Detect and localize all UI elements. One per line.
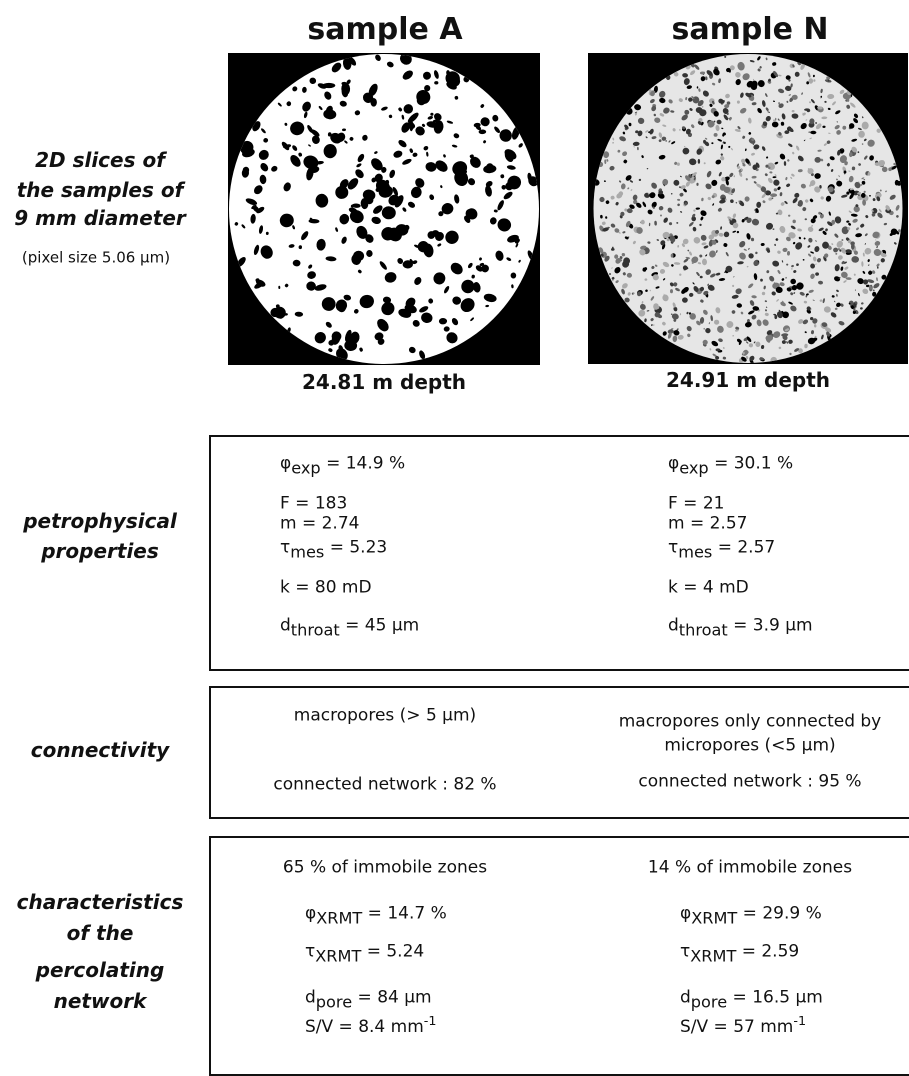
network-property-value: = 5.24 <box>361 942 424 962</box>
network-property: τXRMT = 2.59 <box>680 944 799 965</box>
property: φexp = 14.9 % <box>280 456 405 477</box>
property-value: = 5.23 <box>324 538 387 558</box>
network-property: 65 % of immobile zones <box>283 860 487 877</box>
property-subscript: exp <box>679 458 708 477</box>
network-property-symbol: φ <box>305 904 316 924</box>
network-property-value: = 14.7 % <box>362 904 446 924</box>
network-property-superscript: -1 <box>793 1014 806 1029</box>
network-property: dpore = 84 μm <box>305 990 432 1011</box>
network-property: τXRMT = 5.24 <box>305 944 424 965</box>
property: k = 4 mD <box>668 580 749 597</box>
depth-label: 24.81 m depth <box>302 372 466 392</box>
property-symbol: d <box>280 616 291 636</box>
row-label: network <box>54 991 147 1011</box>
network-property: φXRMT = 29.9 % <box>680 906 822 927</box>
property: F = 21 <box>668 496 724 513</box>
property-value: = 14.9 % <box>321 454 405 474</box>
pore <box>809 78 814 83</box>
row-label: the samples of <box>17 180 184 200</box>
property: dthroat = 3.9 μm <box>668 618 813 639</box>
depth-label: 24.91 m depth <box>666 370 830 390</box>
property-value: = 2.57 <box>712 538 775 558</box>
sample-title: sample A <box>307 15 462 45</box>
property-value: = 30.1 % <box>709 454 793 474</box>
network-property-subscript: XRMT <box>315 946 361 965</box>
property-symbol: φ <box>668 454 679 474</box>
network-property-value: = 2.59 <box>736 942 799 962</box>
network-property: 14 % of immobile zones <box>648 860 852 877</box>
property-value: = 45 μm <box>340 616 419 636</box>
slice-image-n <box>588 53 908 364</box>
network-property-symbol: τ <box>305 942 315 962</box>
property-symbol: d <box>668 616 679 636</box>
network-property-subscript: XRMT <box>316 908 362 927</box>
network-property-symbol: τ <box>680 942 690 962</box>
row-label: properties <box>41 541 159 561</box>
property: m = 2.57 <box>668 516 747 533</box>
pore <box>704 328 705 330</box>
pore <box>371 98 377 107</box>
pore <box>699 224 701 226</box>
network-property: dpore = 16.5 μm <box>680 990 823 1011</box>
property: τmes = 5.23 <box>280 540 387 561</box>
property-symbol: τ <box>280 538 290 558</box>
slice-image-a <box>228 53 540 365</box>
network-property-subscript: pore <box>691 992 727 1011</box>
network-property-symbol: d <box>305 988 316 1008</box>
property-subscript: mes <box>290 542 324 561</box>
row-label: 9 mm diameter <box>14 208 186 228</box>
property: k = 80 mD <box>280 580 372 597</box>
pore <box>805 218 807 220</box>
row-label: characteristics <box>17 892 184 912</box>
network-property-value: = 29.9 % <box>737 904 821 924</box>
property-value: = 3.9 μm <box>728 616 813 636</box>
property: m = 2.74 <box>280 516 359 533</box>
network-property: S/V = 8.4 mm-1 <box>305 1016 436 1036</box>
pore <box>714 320 719 325</box>
row-label: 2D slices of <box>35 150 165 170</box>
row-label: petrophysical <box>23 511 177 531</box>
network-property-value: S/V = 8.4 mm <box>305 1017 424 1037</box>
network-property-symbol: d <box>680 988 691 1008</box>
network-property-subscript: XRMT <box>691 908 737 927</box>
network-property: φXRMT = 14.7 % <box>305 906 447 927</box>
network-property-value: S/V = 57 mm <box>680 1017 793 1037</box>
network-property: S/V = 57 mm-1 <box>680 1016 806 1036</box>
connectivity-text: connected network : 82 % <box>273 777 496 794</box>
pixel-size-note: (pixel size 5.06 μm) <box>22 251 170 266</box>
property-subscript: throat <box>291 620 340 639</box>
property-subscript: exp <box>291 458 320 477</box>
property-subscript: throat <box>679 620 728 639</box>
row-label: connectivity <box>31 740 169 760</box>
connectivity-text: micropores (<5 μm) <box>664 738 835 755</box>
property: τmes = 2.57 <box>668 540 775 561</box>
property: F = 183 <box>280 496 347 513</box>
connectivity-text: macropores (> 5 μm) <box>294 708 476 725</box>
connectivity-text: macropores only connected by <box>619 714 882 731</box>
property: dthroat = 45 μm <box>280 618 419 639</box>
pore <box>841 239 843 241</box>
row-label: percolating <box>36 960 165 980</box>
network-property-subscript: pore <box>316 992 352 1011</box>
property: φexp = 30.1 % <box>668 456 793 477</box>
network-property-symbol: φ <box>680 904 691 924</box>
property-symbol: τ <box>668 538 678 558</box>
network-property-superscript: -1 <box>424 1014 437 1029</box>
property-symbol: φ <box>280 454 291 474</box>
network-property-subscript: XRMT <box>690 946 736 965</box>
row-label: of the <box>67 923 134 943</box>
sample-title: sample N <box>671 15 828 45</box>
page: { "slices": { "label": ["2D slices of", … <box>0 0 909 1056</box>
connectivity-text: connected network : 95 % <box>638 774 861 791</box>
network-property-value: = 84 μm <box>352 988 431 1008</box>
network-property-value: = 16.5 μm <box>727 988 823 1008</box>
property-subscript: mes <box>678 542 712 561</box>
